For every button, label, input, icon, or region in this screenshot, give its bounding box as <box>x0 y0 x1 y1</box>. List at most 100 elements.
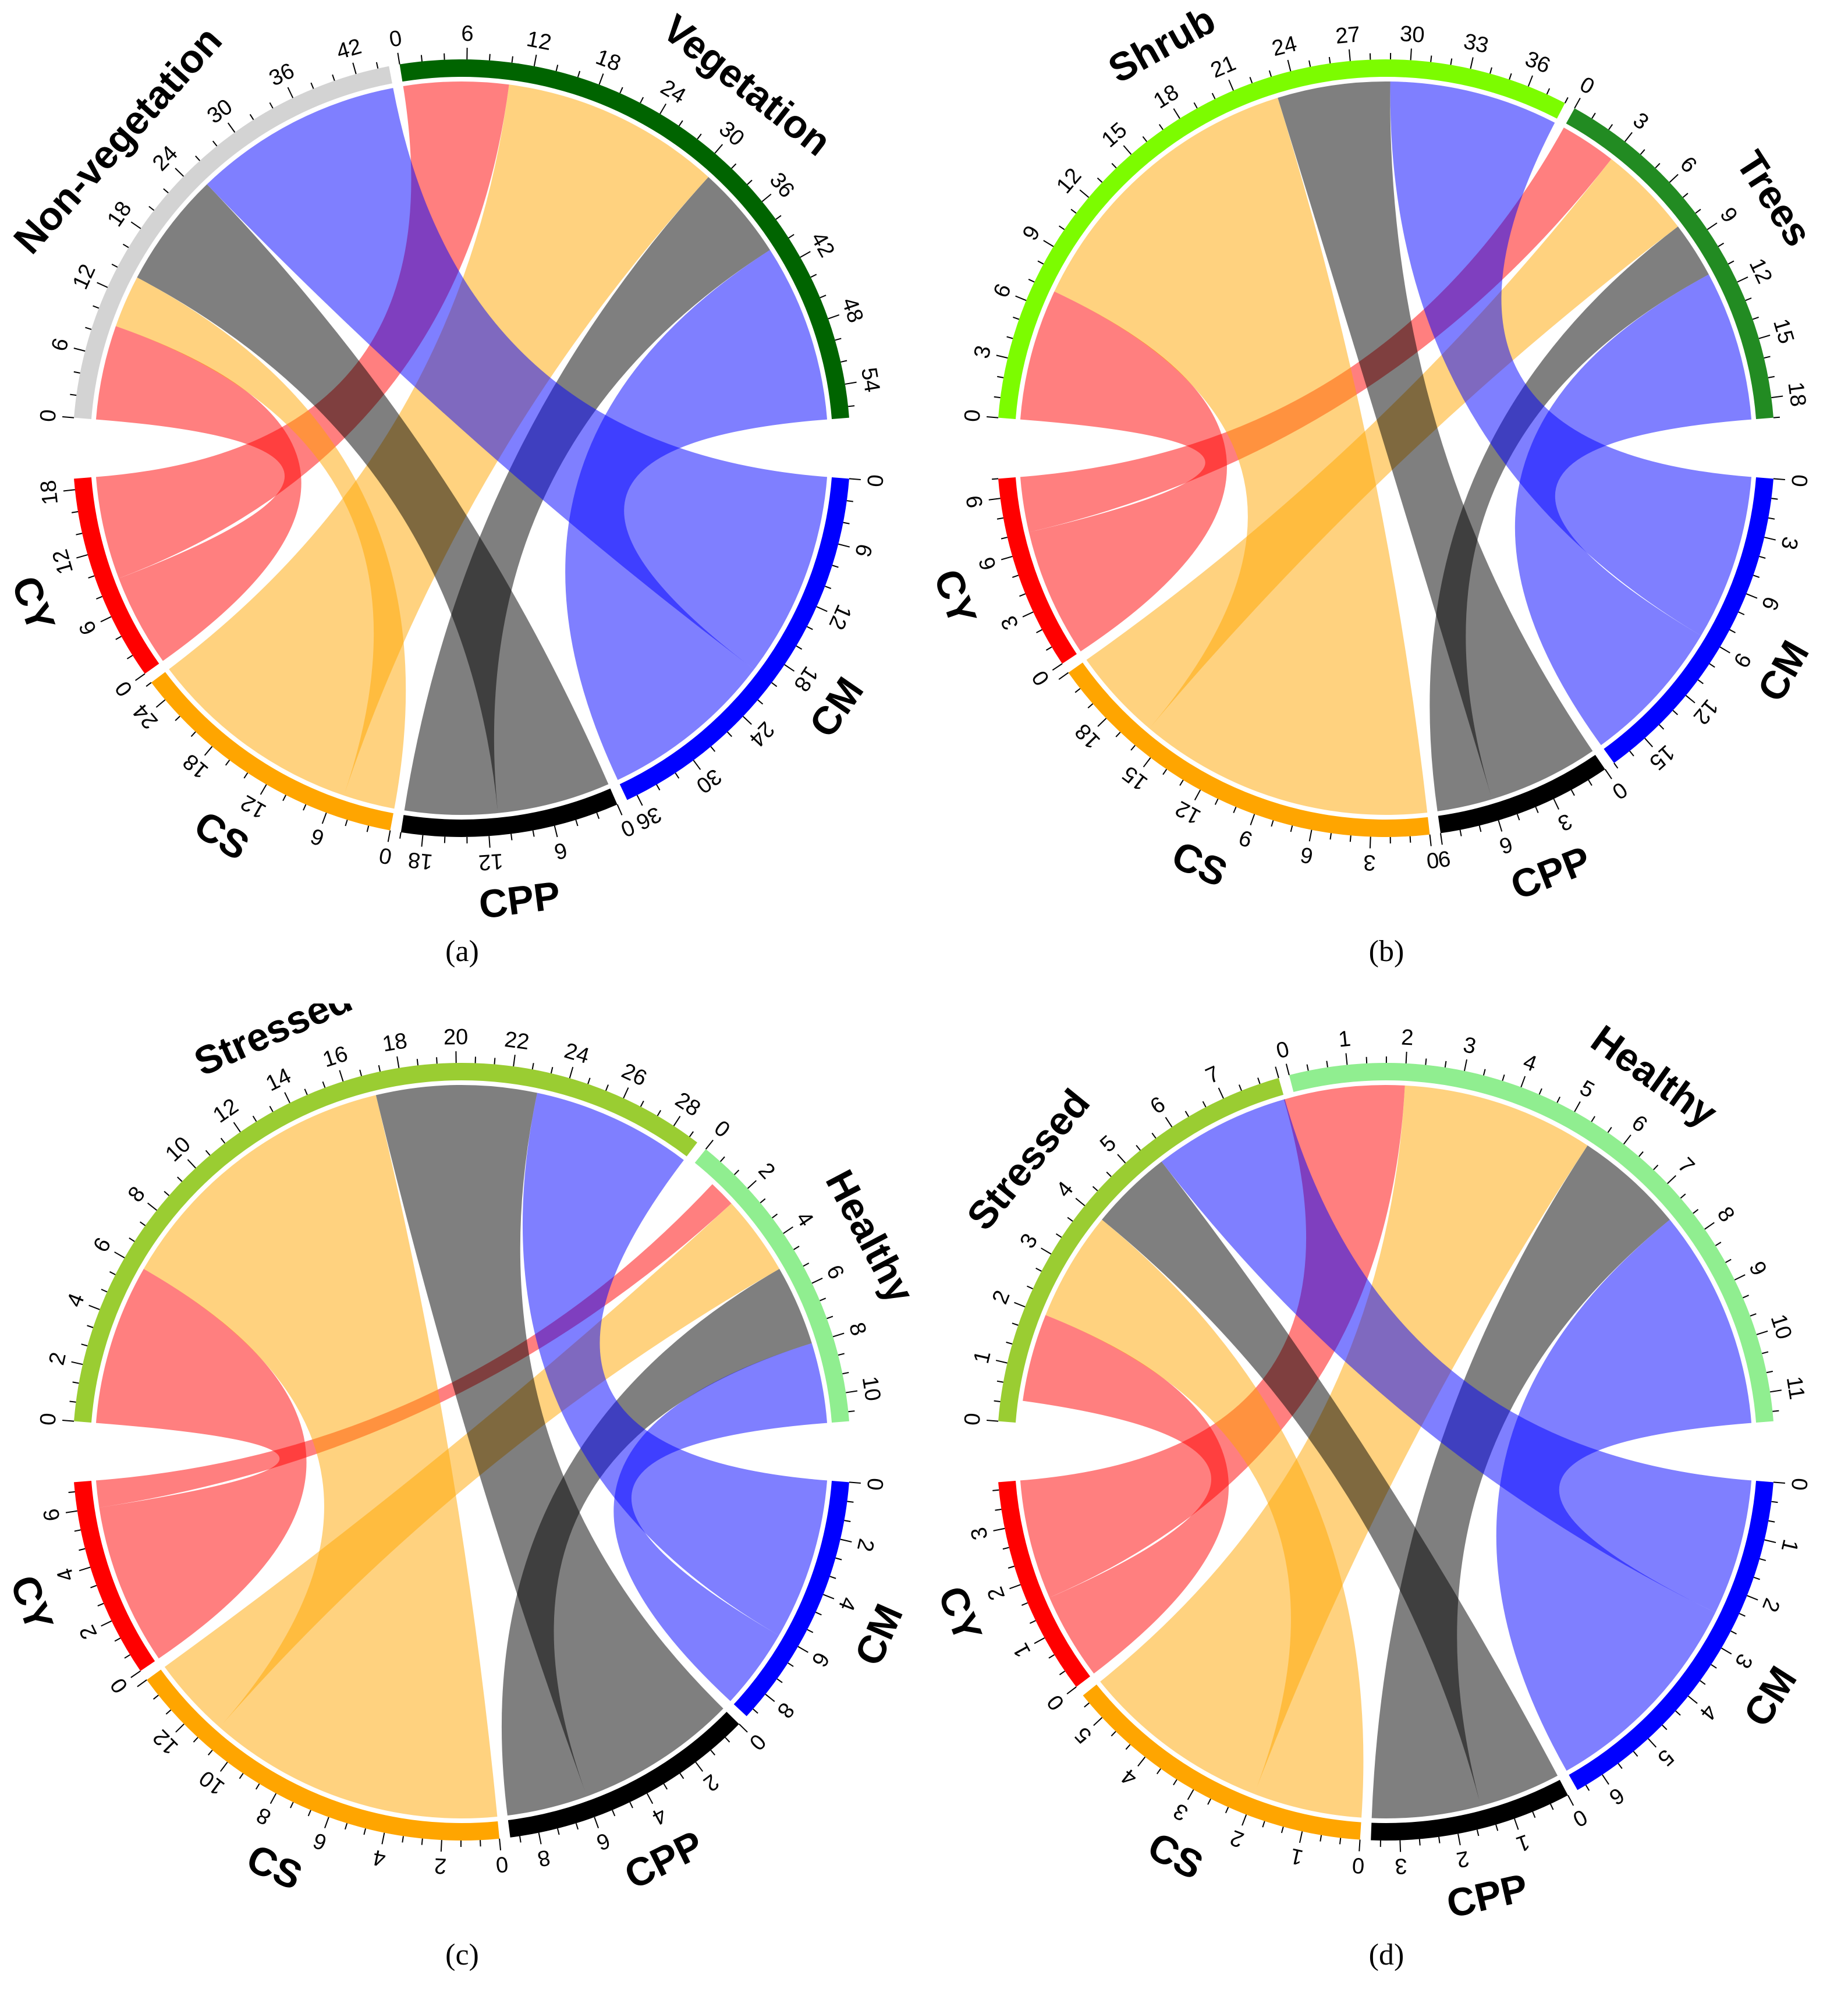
tick-mark <box>848 1410 855 1413</box>
tick-mark <box>844 1520 851 1523</box>
tick-mark <box>1281 1827 1284 1834</box>
tick-mark <box>519 1836 522 1843</box>
tick-mark <box>93 305 100 309</box>
tick-mark <box>1697 679 1704 685</box>
tick-mark <box>1764 537 1776 541</box>
chord-cy-to-shrub <box>1020 291 1227 652</box>
tick-mark <box>1680 1193 1686 1199</box>
tick-mark <box>1574 1101 1581 1112</box>
tick-mark <box>1348 49 1351 61</box>
tick-label: 2 <box>852 1536 879 1554</box>
tick-label: 11 <box>1782 1375 1810 1401</box>
tick-mark <box>339 1070 344 1082</box>
tick-mark <box>719 1156 725 1162</box>
tick-mark <box>1711 1664 1717 1669</box>
sector-track-healthy <box>694 1149 849 1423</box>
tick-mark <box>85 327 92 330</box>
tick-mark <box>849 478 861 480</box>
tick-mark <box>596 812 600 819</box>
tick-mark <box>1764 356 1771 359</box>
tick-label: 0 <box>1608 777 1631 804</box>
tick-mark <box>705 1140 714 1150</box>
tick-mark <box>269 102 274 109</box>
tick-label: 9 <box>1715 203 1742 227</box>
tick-label: 42 <box>334 34 364 65</box>
tick-mark <box>1588 779 1592 786</box>
tick-mark <box>1509 73 1512 80</box>
tick-mark <box>663 1783 668 1790</box>
caption-d: (d) <box>1368 1938 1404 1971</box>
tick-mark <box>187 1159 196 1169</box>
tick-label: 3 <box>1730 1650 1757 1672</box>
tick-mark <box>796 645 803 650</box>
tick-mark <box>731 163 737 169</box>
tick-label: 6 <box>75 617 102 639</box>
tick-mark <box>656 784 661 790</box>
tick-label: 18 <box>789 662 822 696</box>
tick-mark <box>1608 124 1613 130</box>
tick-mark <box>1440 833 1443 845</box>
tick-mark <box>820 295 827 299</box>
tick-mark <box>1640 149 1645 155</box>
tick-mark <box>1369 836 1371 849</box>
tick-mark <box>829 1576 836 1579</box>
tick-mark <box>95 595 102 600</box>
tick-label: 8 <box>1712 1203 1740 1226</box>
tick-mark <box>1233 807 1237 813</box>
tick-label: 0 <box>710 1116 735 1143</box>
tick-mark <box>287 87 294 98</box>
tick-label: 2 <box>983 1583 1010 1603</box>
tick-label: 4 <box>833 1594 861 1614</box>
tick-mark <box>1527 75 1533 87</box>
tick-label: 18 <box>407 847 434 874</box>
tick-mark <box>1667 1175 1676 1185</box>
tick-mark <box>321 812 327 824</box>
tick-label: 12 <box>1052 164 1086 198</box>
sector-label-trees: Trees <box>1728 143 1821 254</box>
tick-mark <box>1753 575 1760 578</box>
tick-mark <box>1093 1717 1103 1726</box>
tick-mark <box>1111 162 1117 169</box>
chords-c <box>95 1085 828 1818</box>
tick-mark <box>605 1084 609 1091</box>
tick-mark <box>109 1271 116 1275</box>
tick-mark <box>753 1708 758 1714</box>
sector-track-cs <box>151 672 393 831</box>
sector-track-cs <box>1068 662 1430 837</box>
tick-mark <box>725 1737 730 1743</box>
tick-mark <box>1066 1686 1077 1694</box>
tick-label: 0 <box>744 1729 771 1755</box>
tick-mark <box>1165 1116 1173 1127</box>
tick-label: 0 <box>1042 1690 1069 1715</box>
tick-mark <box>1721 1647 1732 1655</box>
tick-mark <box>640 97 644 104</box>
tick-mark <box>1142 136 1147 142</box>
tick-mark <box>205 1150 211 1156</box>
tick-label: 6 <box>47 336 74 354</box>
tick-label: 8 <box>772 1698 799 1723</box>
tick-label: 0 <box>862 474 888 488</box>
tick-mark <box>1669 173 1679 183</box>
chord-diagram-c: 0 2 4 6 8 10 12 14 16 18 20 22 24 26 28 Stressed 0 2 4 6 8 10… <box>0 1004 924 2007</box>
chord-cm-to-vegetation <box>565 250 828 780</box>
tick-mark <box>63 489 75 492</box>
tick-mark <box>421 835 424 847</box>
tick-mark <box>807 1629 814 1633</box>
tick-mark <box>1187 1789 1194 1800</box>
tick-mark <box>1532 1811 1536 1818</box>
tick-label: 3 <box>1015 1229 1042 1253</box>
tick-label: 0 <box>388 26 404 52</box>
caption-b: (b) <box>1368 935 1404 968</box>
sector-label-healthy: Healthy <box>817 1163 923 1310</box>
tick-mark <box>772 1213 778 1219</box>
tick-label: 6 <box>1146 1092 1170 1119</box>
tick-mark <box>1015 295 1027 302</box>
tick-mark <box>532 830 535 837</box>
tick-label: 3 <box>970 343 996 361</box>
tick-label: 2 <box>434 1853 447 1878</box>
tick-mark <box>1629 750 1634 757</box>
tick-mark <box>375 62 379 69</box>
tick-mark <box>646 1793 654 1804</box>
tick-mark <box>678 120 683 126</box>
